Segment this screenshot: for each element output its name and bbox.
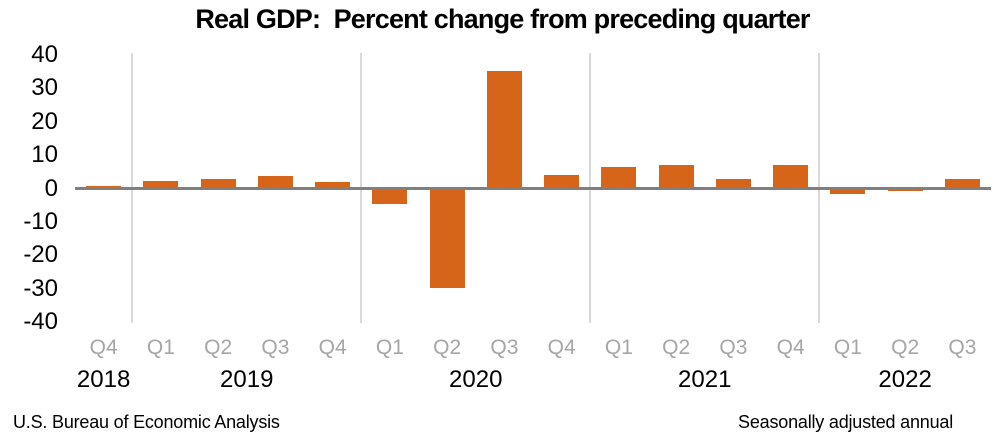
bar-2019-q4 [315,182,351,189]
bar-2020-q2 [429,188,465,289]
x-label-quarter: Q4 [776,336,805,359]
y-tick-label: 20 [31,107,58,135]
x-label-year: 2022 [878,366,932,393]
x-label-quarter: Q3 [719,336,748,359]
bar-2020-q3 [486,70,522,189]
y-tick-label: -40 [23,308,58,335]
zero-axis-line [75,187,991,190]
x-label-quarter: Q1 [833,336,862,359]
y-tick-label: 0 [44,174,58,202]
y-tick-label: 40 [31,41,58,68]
x-label-quarter: Q3 [261,336,290,359]
x-label-year: 2021 [678,366,732,393]
x-label-quarter: Q4 [89,336,118,359]
adjustment-note: Seasonally adjusted annual [738,412,953,432]
x-label-quarter: Q1 [375,336,404,359]
bar-2022-q1 [830,188,866,194]
x-label-quarter: Q3 [490,336,519,359]
bar-2019-q1 [143,181,179,189]
bar-2019-q2 [200,179,236,189]
x-label-year: 2020 [449,366,503,393]
bar-2022-q3 [944,178,980,189]
bar-2021-q3 [715,179,751,189]
y-tick-label: -30 [23,274,58,302]
chart-title: Real GDP: Percent change from preceding … [195,4,810,34]
bar-2019-q3 [257,176,293,189]
x-label-quarter: Q4 [318,336,347,359]
x-label-quarter: Q4 [547,336,576,359]
bar-2021-q1 [601,167,637,189]
x-label-quarter: Q2 [891,336,920,359]
x-label-quarter: Q1 [146,336,175,359]
x-label-quarter: Q1 [604,336,633,359]
bar-2021-q2 [658,165,694,189]
x-label-quarter: Q2 [662,336,691,359]
x-label-year: 2018 [76,366,131,393]
source-attribution: U.S. Bureau of Economic Analysis [13,412,280,432]
y-tick-label: 30 [31,74,58,102]
bar-2021-q4 [773,165,809,189]
x-label-quarter: Q3 [948,336,977,359]
bar-2020-q1 [372,188,408,204]
y-tick-label: -10 [23,207,58,235]
x-label-quarter: Q2 [433,336,462,359]
x-label-year: 2019 [220,366,274,393]
y-tick-label: 10 [31,141,58,169]
bar-2020-q4 [544,175,580,189]
x-label-quarter: Q2 [204,336,233,359]
y-tick-label: -20 [23,241,58,269]
